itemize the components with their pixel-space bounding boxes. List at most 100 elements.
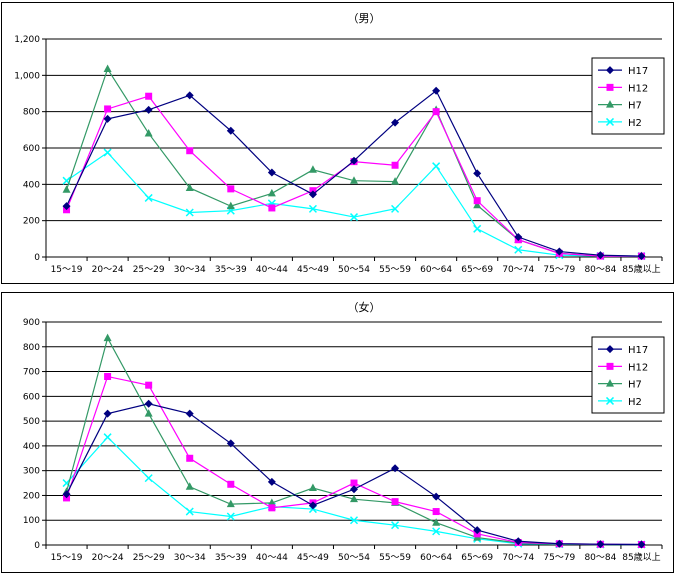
x-tick-label: 65～69 xyxy=(461,265,493,275)
legend-label: H17 xyxy=(628,66,648,77)
x-tick-label: 75～79 xyxy=(543,265,575,275)
x-tick-label: 50～54 xyxy=(338,553,370,563)
data-point xyxy=(104,373,112,381)
series-line xyxy=(65,336,642,546)
data-point xyxy=(391,161,399,169)
chart-panel-female: （女） 0 100 200 300 400 500 600 700 800 900 15～19 20～2… xyxy=(1,292,674,573)
x-tick-label: 75～79 xyxy=(543,553,575,563)
data-point xyxy=(637,252,646,261)
data-point xyxy=(350,494,358,503)
data-point xyxy=(144,474,153,483)
data-point xyxy=(596,540,605,549)
data-point xyxy=(432,508,440,516)
data-point xyxy=(391,464,400,473)
series-h2 xyxy=(62,148,646,261)
series-h7 xyxy=(62,333,646,548)
data-point xyxy=(473,169,482,178)
data-point xyxy=(144,409,153,417)
x-tick-label: 40～44 xyxy=(256,553,288,563)
series-line xyxy=(65,403,642,546)
data-point xyxy=(103,409,112,418)
data-point xyxy=(391,521,400,530)
data-point xyxy=(308,204,317,213)
legend-marker xyxy=(606,362,614,370)
series-h17 xyxy=(62,86,646,261)
data-point xyxy=(432,492,441,501)
x-tick-label: 15～19 xyxy=(51,553,83,563)
data-point xyxy=(185,507,194,516)
data-point xyxy=(268,204,276,212)
series-line xyxy=(65,89,642,257)
data-point xyxy=(596,251,605,260)
data-point xyxy=(226,439,235,448)
y-tick-label: 0 xyxy=(34,253,40,263)
data-point xyxy=(145,92,153,100)
x-tick-label: 35～39 xyxy=(215,553,247,563)
data-point xyxy=(144,399,153,408)
data-point xyxy=(227,185,235,193)
data-point xyxy=(391,177,400,185)
data-point xyxy=(473,224,482,233)
data-point xyxy=(432,162,441,171)
y-tick-label: 600 xyxy=(23,392,40,402)
series-h12 xyxy=(63,92,645,260)
x-tick-label: 70～74 xyxy=(502,265,534,275)
data-point xyxy=(226,512,235,521)
series-line xyxy=(65,95,642,257)
y-tick-label: 200 xyxy=(23,217,40,227)
data-point xyxy=(186,454,194,462)
legend-label: H7 xyxy=(628,380,642,391)
legend-marker xyxy=(605,117,615,126)
data-point xyxy=(350,485,358,494)
x-tick-label: 50～54 xyxy=(338,265,370,275)
data-point xyxy=(473,200,482,209)
data-point xyxy=(308,483,317,492)
data-point xyxy=(350,156,358,165)
x-tick-label: 45～49 xyxy=(297,553,329,563)
data-point xyxy=(555,247,564,256)
data-point xyxy=(144,193,153,202)
x-tick-label: 80～84 xyxy=(584,265,616,275)
y-tick-label: 0 xyxy=(34,541,40,551)
y-tick-label: 700 xyxy=(23,368,40,378)
x-tick-label: 45～49 xyxy=(297,265,329,275)
legend: H17 H12 H7 H2 xyxy=(591,57,665,135)
data-point xyxy=(308,501,317,510)
x-tick-label: 60～64 xyxy=(420,553,452,563)
data-point xyxy=(473,197,481,205)
data-point xyxy=(104,105,112,113)
x-tick-label: 30～34 xyxy=(174,553,206,563)
data-point xyxy=(226,201,235,210)
x-tick-label: 55～59 xyxy=(379,265,411,275)
y-tick-label: 300 xyxy=(23,467,40,477)
data-point xyxy=(227,480,235,488)
data-point xyxy=(185,91,194,100)
legend-marker xyxy=(606,83,614,91)
x-tick-label: 85歳以上 xyxy=(622,263,660,275)
legend-label: H12 xyxy=(628,83,648,94)
data-point xyxy=(308,165,317,173)
data-point xyxy=(62,490,71,499)
legend-label: H17 xyxy=(628,345,648,356)
y-tick-label: 400 xyxy=(23,442,40,452)
data-point xyxy=(432,108,440,116)
data-point xyxy=(144,128,153,137)
data-point xyxy=(62,202,71,211)
data-point xyxy=(103,333,112,342)
chart-panel-male: （男） 0 200 400 600 800 1,000 1,200 15～19 20～24 25～2… xyxy=(1,2,674,284)
legend-label: H12 xyxy=(628,362,648,373)
y-tick-label: 100 xyxy=(23,516,40,526)
legend-label: H2 xyxy=(628,118,642,129)
legend: H17 H12 H7 H2 xyxy=(591,336,665,414)
data-point xyxy=(514,245,523,254)
data-point xyxy=(391,498,399,506)
series-h17 xyxy=(62,399,646,549)
x-tick-label: 55～59 xyxy=(379,553,411,563)
y-tick-label: 800 xyxy=(23,108,40,118)
series-line xyxy=(66,151,642,257)
data-point xyxy=(514,233,523,242)
data-point xyxy=(144,105,153,114)
series-h12 xyxy=(63,373,645,549)
legend-label: H2 xyxy=(628,397,642,408)
x-tick-label: 65～69 xyxy=(461,553,493,563)
